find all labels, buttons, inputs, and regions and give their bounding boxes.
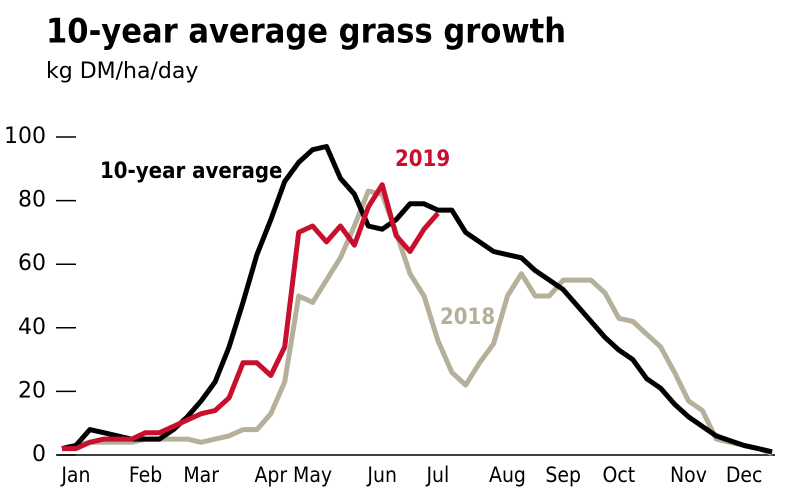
x-tick-label: Apr	[254, 463, 287, 487]
y-tick-label: 40	[18, 315, 46, 340]
x-tick-label: Nov	[670, 463, 707, 487]
x-tick-label: Jan	[60, 463, 90, 487]
y-tick-label: 80	[18, 188, 46, 213]
x-tick-label: Dec	[726, 463, 763, 487]
x-tick-label: Sep	[545, 463, 581, 487]
chart-title: 10-year average grass growth	[46, 12, 566, 52]
x-tick-label: Aug	[489, 463, 526, 487]
y-tick-label: 20	[18, 378, 46, 403]
series-label: 2018	[440, 305, 495, 330]
series-label: 2019	[395, 147, 450, 172]
y-tick-label: 100	[4, 124, 46, 149]
series-label: 10-year average	[100, 159, 283, 184]
x-tick-label: May	[293, 463, 332, 487]
x-tick-label: Jun	[366, 463, 397, 487]
x-tick-label: Oct	[603, 463, 636, 487]
x-tick-label: Mar	[183, 463, 219, 487]
series-line	[62, 182, 440, 452]
y-tick-label: 60	[18, 251, 46, 276]
x-tick-label: Feb	[129, 463, 162, 487]
y-tick-label: 0	[32, 442, 46, 467]
x-tick-label: Jul	[425, 463, 449, 487]
series-line	[61, 188, 773, 456]
series-line	[61, 144, 773, 455]
chart-subtitle: kg DM/ha/day	[46, 59, 198, 84]
